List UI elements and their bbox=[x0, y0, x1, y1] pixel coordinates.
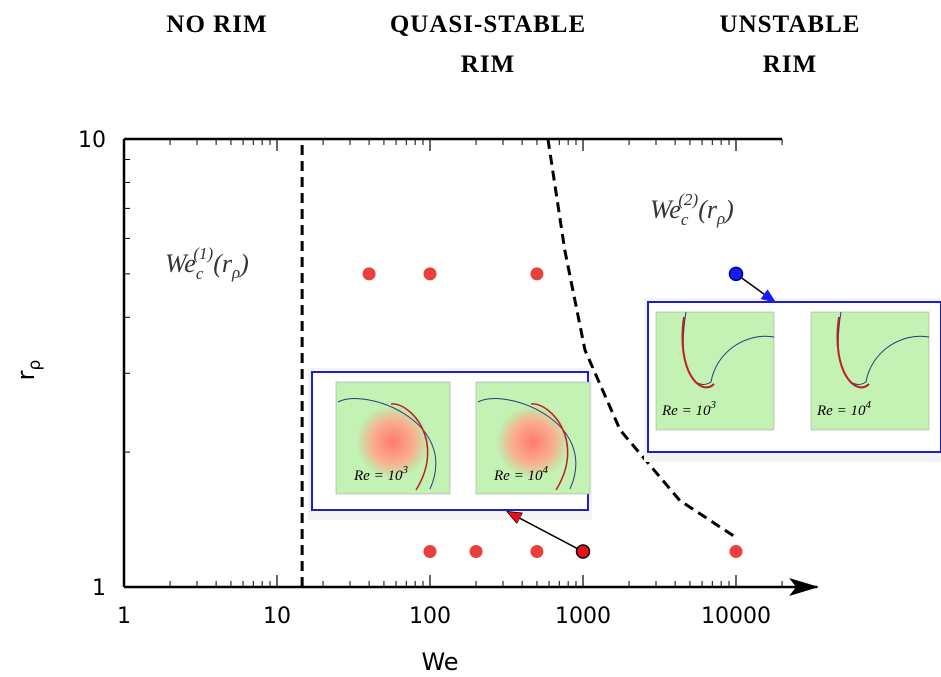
x-tick-label: 10 bbox=[263, 604, 291, 629]
inset-label-main: Re = 10 bbox=[493, 468, 543, 484]
y-tick-label: 10 bbox=[78, 128, 106, 153]
arrow bbox=[508, 512, 584, 553]
inset-label-exp: 3 bbox=[709, 399, 716, 411]
label-arg: ) bbox=[238, 249, 249, 278]
y-axis-label: rρ bbox=[12, 360, 45, 381]
inset-drop bbox=[357, 406, 429, 478]
label-sub: ρ bbox=[716, 209, 725, 228]
inset-interface bbox=[337, 398, 437, 490]
y-tick-label: 1 bbox=[92, 576, 106, 601]
inset-label: Re = 103 bbox=[661, 399, 716, 419]
data-point bbox=[530, 545, 544, 559]
x-axis-label: We bbox=[421, 648, 458, 676]
x-tick-label: 10000 bbox=[701, 604, 771, 629]
inset-label: Re = 103 bbox=[353, 464, 408, 484]
label-arg: ) bbox=[723, 195, 734, 224]
inset-panel bbox=[810, 311, 930, 431]
boundary-label: Wec(2)(rρ) bbox=[650, 190, 734, 229]
label-sup: (2) bbox=[678, 190, 698, 209]
x-tick-label: 1000 bbox=[555, 604, 611, 629]
y-label-main: r bbox=[12, 370, 40, 380]
boundary-label: Wec(1)(rρ) bbox=[165, 244, 249, 283]
x-tick-label: 100 bbox=[409, 604, 451, 629]
data-point bbox=[423, 545, 437, 559]
header: UNSTABLE bbox=[720, 11, 861, 38]
label-sub: c bbox=[196, 264, 204, 283]
x-axis-arrow bbox=[789, 578, 820, 596]
data-point bbox=[362, 267, 376, 281]
data-point bbox=[728, 266, 744, 282]
label-sub: c bbox=[681, 210, 689, 229]
data-point bbox=[530, 267, 544, 281]
y-label-sub: ρ bbox=[25, 360, 45, 371]
header: QUASI-STABLE bbox=[390, 11, 586, 38]
inset-label-main: Re = 10 bbox=[353, 468, 403, 484]
inset-label-main: Re = 10 bbox=[661, 403, 711, 419]
inset-rim bbox=[390, 403, 429, 491]
data-point bbox=[469, 545, 483, 559]
inset-interface bbox=[477, 398, 577, 490]
header: RIM bbox=[461, 51, 515, 78]
inset-label-exp: 3 bbox=[401, 464, 408, 476]
inset-label-exp: 4 bbox=[865, 399, 871, 411]
label-main: We bbox=[165, 249, 196, 278]
arrow bbox=[735, 273, 777, 303]
inset-label: Re = 104 bbox=[816, 399, 871, 419]
inset-rim bbox=[530, 403, 569, 491]
label-arg: (r bbox=[698, 195, 718, 224]
regime-boundary bbox=[546, 138, 737, 539]
inset-panel bbox=[655, 311, 775, 431]
inset-drop bbox=[497, 406, 569, 478]
inset-rim bbox=[681, 316, 715, 389]
inset-label-main: Re = 10 bbox=[816, 403, 866, 419]
data-point bbox=[575, 544, 591, 559]
header: RIM bbox=[763, 51, 817, 78]
label-arg: (r bbox=[213, 249, 233, 278]
inset-label-exp: 4 bbox=[542, 464, 548, 476]
label-main: We bbox=[650, 195, 681, 224]
x-tick-label: 1 bbox=[117, 604, 131, 629]
label-sub: ρ bbox=[231, 263, 240, 282]
header: NO RIM bbox=[166, 11, 267, 38]
data-point bbox=[423, 267, 437, 281]
inset-label: Re = 104 bbox=[493, 464, 548, 484]
inset-rim bbox=[836, 316, 870, 389]
label-sup: (1) bbox=[193, 244, 213, 263]
data-point bbox=[729, 545, 743, 559]
